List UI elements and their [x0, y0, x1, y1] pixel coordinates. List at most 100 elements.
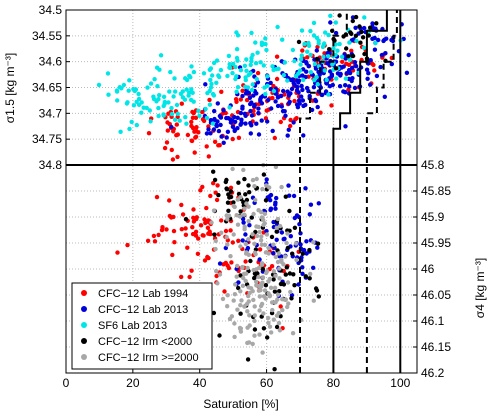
data-point: [255, 50, 260, 55]
data-point: [321, 42, 326, 47]
data-point: [214, 58, 220, 63]
data-point: [211, 169, 216, 174]
data-point: [224, 186, 229, 191]
data-point: [315, 241, 321, 246]
data-point: [190, 90, 195, 96]
data-point: [315, 44, 320, 50]
data-point: [250, 177, 256, 183]
data-point: [352, 60, 358, 65]
data-point: [262, 242, 268, 248]
data-point: [249, 59, 254, 64]
data-point: [274, 76, 280, 82]
data-point: [370, 36, 375, 41]
data-point: [264, 228, 269, 234]
data-point: [328, 20, 333, 25]
data-point: [321, 54, 326, 59]
x-tick-label: 0: [63, 376, 70, 390]
data-point: [295, 84, 300, 90]
data-point: [254, 176, 259, 182]
data-point: [368, 25, 373, 30]
data-point: [242, 63, 248, 68]
data-point: [161, 94, 167, 100]
data-point: [275, 94, 281, 100]
data-point: [294, 116, 299, 121]
data-point: [248, 108, 253, 114]
data-point: [248, 120, 253, 126]
legend-marker: [81, 290, 87, 296]
data-point: [350, 18, 355, 24]
data-point: [191, 69, 197, 75]
data-point: [326, 32, 331, 38]
data-point: [311, 265, 316, 270]
data-point: [281, 88, 286, 94]
data-point: [316, 201, 321, 206]
data-point: [180, 89, 185, 94]
data-point: [225, 293, 230, 298]
data-point: [171, 228, 177, 234]
data-point: [209, 81, 214, 87]
data-point: [214, 273, 219, 279]
data-point: [280, 307, 285, 313]
data-point: [243, 232, 248, 237]
data-point: [156, 97, 161, 102]
data-point: [243, 121, 248, 126]
data-point: [277, 328, 283, 333]
data-point: [277, 276, 282, 281]
data-point: [275, 292, 281, 297]
data-point: [281, 73, 286, 78]
data-point: [322, 68, 327, 73]
data-point: [260, 275, 266, 280]
data-point: [252, 184, 257, 189]
data-point: [175, 154, 180, 160]
data-point: [300, 271, 305, 276]
data-point: [299, 83, 304, 89]
data-point: [353, 25, 358, 30]
data-point: [347, 70, 353, 76]
data-point: [258, 95, 264, 100]
data-point: [354, 38, 359, 44]
data-point: [327, 50, 332, 56]
data-point: [273, 200, 278, 205]
data-point: [208, 131, 213, 136]
data-point: [279, 104, 284, 109]
data-point: [249, 30, 254, 36]
data-point: [185, 245, 190, 250]
data-point: [125, 242, 130, 248]
data-point: [165, 128, 170, 133]
y-tick-label: 34.75: [32, 132, 62, 146]
data-point: [236, 135, 242, 140]
legend: CFC−12 Lab 1994 CFC−12 Lab 2013 SF6 Lab 20…: [71, 282, 213, 370]
data-point: [183, 217, 189, 222]
data-point: [274, 324, 280, 330]
data-point: [307, 212, 312, 217]
data-point: [252, 333, 257, 338]
data-point: [173, 89, 178, 94]
data-point: [223, 228, 229, 234]
data-point: [261, 172, 267, 177]
data-point: [208, 85, 214, 90]
data-point: [274, 195, 279, 201]
data-point: [269, 300, 275, 305]
data-point: [271, 83, 276, 89]
data-point: [285, 280, 291, 285]
data-point: [232, 321, 237, 326]
data-point: [235, 263, 240, 269]
data-point: [304, 251, 309, 256]
data-point: [334, 76, 339, 81]
legend-label: CFC−12 Irm <2000: [98, 336, 192, 348]
data-point: [250, 232, 255, 237]
data-point: [240, 238, 245, 243]
data-point: [124, 101, 130, 106]
data-point: [227, 195, 232, 200]
data-point: [229, 260, 234, 265]
x-tick-label: 20: [126, 376, 140, 390]
data-point: [227, 65, 232, 70]
data-point: [253, 61, 259, 66]
data-point: [270, 128, 275, 134]
data-point: [231, 298, 236, 303]
data-point: [184, 87, 189, 92]
data-point: [250, 289, 255, 294]
data-point: [268, 198, 273, 203]
data-point: [382, 94, 387, 100]
data-point: [263, 270, 269, 276]
